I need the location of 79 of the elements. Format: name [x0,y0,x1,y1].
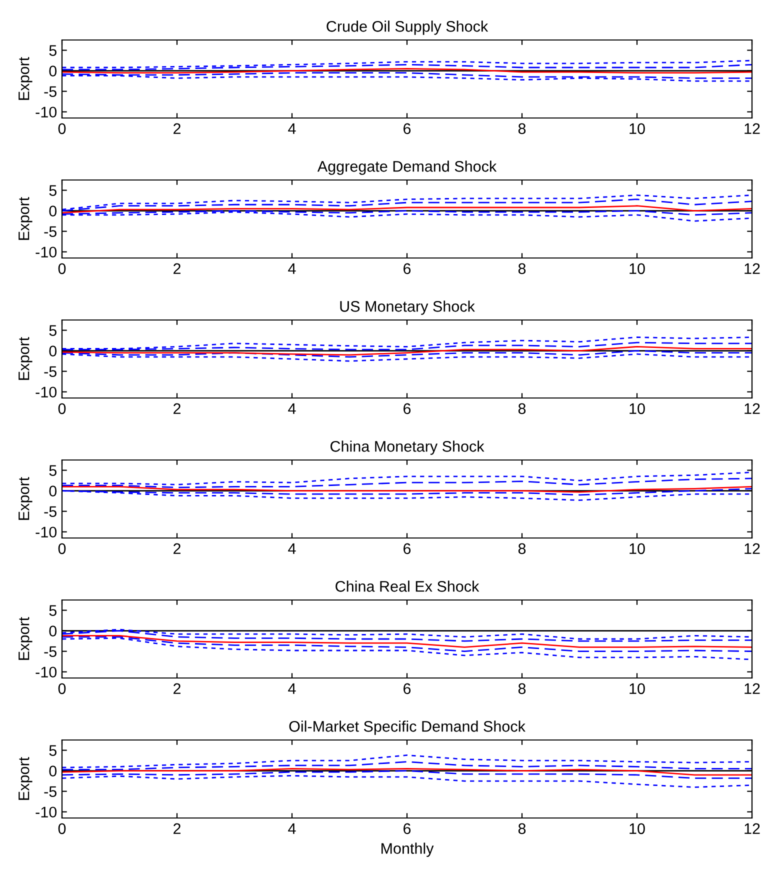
x-tick-label: 4 [288,543,296,554]
x-tick-label: 6 [404,823,411,834]
y-tick-label: 5 [49,745,56,756]
y-tick-label: -5 [44,226,56,237]
x-tick-label: 4 [288,263,296,274]
y-axis-title: Export [18,477,32,520]
y-tick-label: -5 [44,366,56,377]
x-tick-label: 12 [744,823,760,834]
x-tick-label: 12 [744,543,760,554]
x-tick-label: 6 [404,403,411,414]
y-tick-label: 0 [49,626,57,636]
y-tick-label: -5 [44,86,56,97]
y-tick-label: -10 [36,386,57,398]
y-tick-label: -10 [36,526,57,538]
x-tick-label: 6 [404,263,411,274]
x-tick-label: 2 [174,543,180,554]
x-tick-label: 12 [744,263,760,274]
y-tick-label: 0 [49,66,57,76]
chart-title: China Monetary Shock [330,440,484,455]
y-tick-label: 5 [49,605,56,616]
y-tick-label: 5 [49,45,56,56]
chart-title: China Real Ex Shock [336,580,480,592]
y-tick-label: -10 [36,806,57,818]
x-tick-label: 10 [630,683,645,694]
x-tick-label: 0 [58,823,66,834]
x-axis-title: Monthly [382,842,434,857]
x-tick-label: 10 [630,823,645,834]
y-tick-label: -5 [44,506,56,517]
x-tick-label: 0 [58,123,66,134]
x-tick-label: 4 [288,403,296,414]
x-tick-label: 0 [58,403,66,414]
y-tick-label: 5 [49,465,56,476]
x-tick-label: 0 [58,263,66,274]
x-tick-label: 12 [744,123,760,134]
x-tick-label: 8 [518,543,526,554]
x-tick-label: 12 [744,683,760,694]
y-axis-title: Export [18,57,32,100]
x-tick-label: 6 [404,123,411,134]
y-axis-title: Export [18,757,32,800]
x-tick-label: 4 [288,823,296,834]
x-tick-label: 2 [174,823,180,834]
x-tick-label: 4 [288,683,296,694]
y-tick-label: -10 [36,106,57,118]
y-tick-label: 0 [49,766,57,776]
x-tick-label: 0 [58,683,66,694]
x-tick-label: 4 [288,123,296,134]
y-axis-title: Export [18,617,32,660]
y-tick-label: 0 [49,206,57,216]
x-tick-label: 2 [174,263,180,274]
chart-title: Aggregate Demand Shock [317,160,497,175]
y-tick-label: 5 [49,185,56,196]
x-tick-label: 10 [630,403,645,414]
y-tick-label: 0 [49,486,57,496]
x-tick-label: 6 [404,543,411,554]
x-tick-label: 10 [630,123,645,134]
y-tick-label: -5 [44,646,56,657]
x-tick-label: 8 [518,683,526,694]
x-tick-label: 2 [174,123,180,134]
x-tick-label: 10 [630,263,645,274]
y-tick-label: 0 [49,346,57,356]
y-tick-label: -5 [44,786,56,797]
x-tick-label: 10 [630,543,645,554]
y-tick-label: -10 [36,666,57,678]
x-tick-label: 0 [58,543,66,554]
x-tick-label: 12 [744,403,760,414]
x-tick-label: 8 [518,123,526,134]
y-tick-label: 5 [49,325,56,336]
y-axis-title: Export [18,337,32,380]
y-axis-title: Export [18,197,32,240]
chart-title: US Monetary Shock [340,300,475,315]
x-tick-label: 2 [174,403,180,414]
x-tick-label: 8 [518,263,526,274]
x-tick-label: 8 [518,403,526,414]
x-tick-label: 2 [174,683,180,694]
y-tick-label: -10 [36,246,57,258]
x-tick-label: 6 [404,683,411,694]
chart-title: Crude Oil Supply Shock [326,20,488,35]
x-tick-label: 8 [518,823,526,834]
chart-title: Oil-Market Specific Demand Shock [289,720,526,735]
